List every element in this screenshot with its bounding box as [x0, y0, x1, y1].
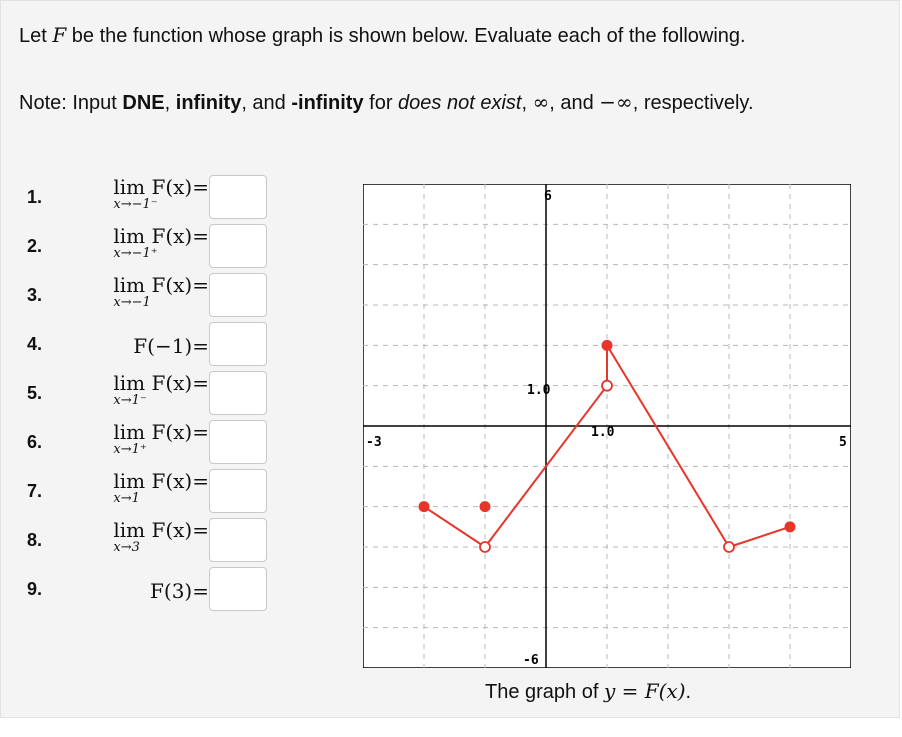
- open-point: [723, 541, 735, 553]
- curve-segment: [484, 385, 608, 548]
- note-for: for: [363, 92, 399, 114]
- answer-input[interactable]: [209, 371, 267, 415]
- value-top: F(−1)=: [133, 334, 209, 358]
- question-number: 7.: [27, 481, 43, 501]
- graph-caption: The graph of y = F(x).: [485, 679, 691, 704]
- note-neg-infinity: -infinity: [291, 92, 364, 114]
- note-lead: Note: Input: [19, 92, 123, 114]
- note-sep2: , and: [241, 92, 292, 114]
- curve-segment: [423, 505, 486, 548]
- limit-expression: lim F(x)= x→1⁻: [113, 371, 209, 408]
- prompt-post: be the function whose graph is shown bel…: [66, 25, 746, 47]
- value-expression: F(−1)=: [133, 334, 209, 358]
- limit-top: lim F(x)=: [113, 518, 209, 542]
- note-sep3: ,: [521, 92, 533, 114]
- question-number: 8.: [27, 530, 43, 550]
- caption-post: .: [685, 681, 692, 703]
- limit-top: lim F(x)=: [113, 224, 209, 248]
- answer-input[interactable]: [209, 469, 267, 513]
- note-sep4: , and: [549, 92, 600, 114]
- limit-expression: lim F(x)= x→1⁺: [113, 420, 209, 457]
- answer-input[interactable]: [209, 224, 267, 268]
- caption-equation: y = F(x): [603, 679, 686, 703]
- limit-subscript: x→−1: [113, 295, 151, 310]
- graph-svg: 6 -6 -3 5 1.0 1.0: [362, 183, 852, 669]
- limit-expression: lim F(x)= x→3: [113, 518, 209, 555]
- answer-input[interactable]: [209, 322, 267, 366]
- question-row: 6. lim F(x)= x→1⁺: [23, 418, 273, 466]
- note-infty-symbol: ∞: [532, 90, 550, 114]
- note-dne: DNE: [122, 92, 165, 114]
- question-row: 2. lim F(x)= x→−1⁺: [23, 222, 273, 270]
- function-graph: 6 -6 -3 5 1.0 1.0: [362, 183, 852, 669]
- question-number: 4.: [27, 334, 43, 354]
- curve-segment: [606, 344, 730, 548]
- curve-segment: [728, 525, 791, 548]
- limit-expression: lim F(x)= x→−1⁺: [113, 224, 209, 261]
- answer-input[interactable]: [209, 567, 267, 611]
- point-markers: [418, 339, 796, 553]
- question-number: 1.: [27, 187, 43, 207]
- value-expression: F(3)=: [150, 579, 209, 603]
- question-row: 8. lim F(x)= x→3: [23, 516, 273, 564]
- y-max-label: 6: [544, 189, 552, 204]
- limit-top: lim F(x)=: [113, 175, 209, 199]
- note-neg-infty-symbol: −∞: [599, 90, 633, 114]
- limit-top: lim F(x)=: [113, 371, 209, 395]
- caption-pre: The graph of: [485, 681, 604, 703]
- limit-subscript: x→1: [113, 491, 140, 506]
- question-number: 6.: [27, 432, 43, 452]
- question-row: 9. F(3)=: [23, 565, 273, 613]
- graph-axes: [363, 184, 851, 668]
- question-row: 1. lim F(x)= x→−1⁻: [23, 173, 273, 221]
- problem-prompt: Let F be the function whose graph is sho…: [19, 23, 746, 48]
- open-point: [479, 541, 491, 553]
- y-tick-label: 1.0: [527, 383, 551, 398]
- question-row: 7. lim F(x)= x→1: [23, 467, 273, 515]
- input-note: Note: Input DNE, infinity, and -infinity…: [19, 90, 754, 115]
- limit-top: lim F(x)=: [113, 420, 209, 444]
- limit-expression: lim F(x)= x→−1: [113, 273, 209, 310]
- question-number: 9.: [27, 579, 43, 599]
- limit-subscript: x→−1⁺: [113, 246, 158, 261]
- function-curve: [423, 344, 791, 548]
- answer-input[interactable]: [209, 273, 267, 317]
- limit-subscript: x→3: [113, 540, 140, 555]
- x-tick-label: 1.0: [591, 425, 615, 440]
- question-number: 2.: [27, 236, 43, 256]
- limit-subscript: x→−1⁻: [113, 197, 158, 212]
- answer-input[interactable]: [209, 420, 267, 464]
- value-top: F(3)=: [150, 579, 209, 603]
- question-number: 5.: [27, 383, 43, 403]
- note-tail: , respectively.: [632, 92, 754, 114]
- prompt-pre: Let: [19, 25, 53, 47]
- closed-point: [418, 501, 430, 513]
- note-infinity: infinity: [175, 92, 242, 114]
- question-row: 3. lim F(x)= x→−1: [23, 271, 273, 319]
- question-row: 5. lim F(x)= x→1⁻: [23, 369, 273, 417]
- problem-card: Let F be the function whose graph is sho…: [0, 0, 900, 718]
- closed-point: [601, 339, 613, 351]
- answer-input[interactable]: [209, 518, 267, 562]
- note-dne-text: does not exist: [398, 92, 522, 114]
- limit-expression: lim F(x)= x→−1⁻: [113, 175, 209, 212]
- limit-expression: lim F(x)= x→1: [113, 469, 209, 506]
- limit-subscript: x→1⁻: [113, 393, 147, 408]
- open-point: [601, 379, 613, 392]
- note-sep1: ,: [164, 92, 176, 114]
- x-max-label: 5: [839, 435, 847, 450]
- closed-point: [784, 521, 796, 533]
- x-min-label: -3: [366, 435, 382, 450]
- question-number: 3.: [27, 285, 43, 305]
- limit-top: lim F(x)=: [113, 469, 209, 493]
- closed-point: [479, 501, 491, 513]
- answer-input[interactable]: [209, 175, 267, 219]
- y-min-label: -6: [523, 653, 539, 668]
- prompt-var: F: [52, 23, 67, 47]
- limit-top: lim F(x)=: [113, 273, 209, 297]
- question-row: 4. F(−1)=: [23, 320, 273, 368]
- limit-subscript: x→1⁺: [113, 442, 147, 457]
